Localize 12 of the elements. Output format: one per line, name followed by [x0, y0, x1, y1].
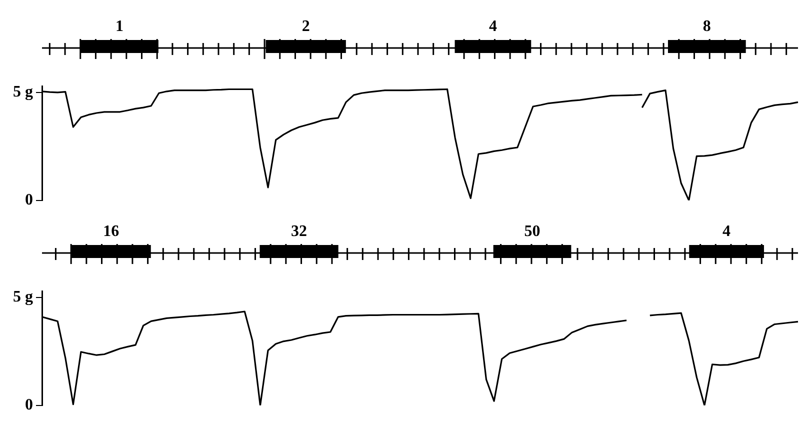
text: 4: [488, 18, 497, 35]
text: 50: [524, 223, 540, 240]
text: 8: [702, 18, 711, 35]
y-tick-label: 0: [25, 396, 33, 414]
text: 1: [115, 18, 124, 35]
y-tick-label: 0: [25, 192, 33, 209]
text: 2: [302, 18, 310, 35]
text: 16: [103, 223, 120, 240]
text: 32: [291, 223, 308, 240]
y-tick-label: 5 g: [13, 288, 33, 306]
y-tick-label: 5 g: [13, 84, 33, 101]
text: 4: [722, 223, 731, 240]
